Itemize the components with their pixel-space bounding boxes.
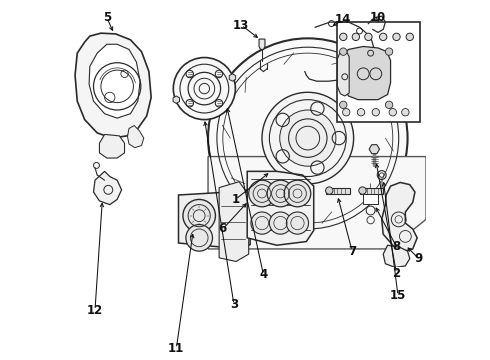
Bar (360, 188, 383, 194)
Text: 14: 14 (335, 13, 351, 26)
Circle shape (340, 33, 347, 41)
Circle shape (386, 101, 393, 108)
Polygon shape (259, 39, 265, 49)
Text: 13: 13 (233, 18, 249, 32)
Circle shape (340, 48, 347, 55)
Polygon shape (127, 126, 144, 148)
Circle shape (280, 110, 336, 166)
Polygon shape (99, 134, 124, 158)
Bar (338, 22, 420, 122)
Circle shape (270, 212, 292, 234)
Circle shape (343, 108, 350, 116)
Circle shape (173, 58, 235, 120)
Text: 9: 9 (415, 252, 423, 265)
Text: 12: 12 (87, 304, 103, 317)
Polygon shape (94, 171, 122, 204)
Text: 3: 3 (230, 298, 238, 311)
Circle shape (393, 33, 400, 41)
Bar (326, 188, 350, 194)
Text: 6: 6 (219, 222, 227, 235)
Circle shape (267, 180, 294, 207)
Circle shape (183, 199, 216, 232)
Polygon shape (219, 182, 249, 261)
Circle shape (389, 108, 396, 116)
Circle shape (359, 187, 366, 194)
Polygon shape (89, 44, 140, 118)
Circle shape (406, 33, 414, 41)
Circle shape (340, 101, 347, 108)
Circle shape (325, 187, 333, 194)
Polygon shape (342, 46, 391, 100)
Circle shape (262, 92, 354, 184)
Polygon shape (229, 74, 236, 81)
Polygon shape (383, 245, 410, 267)
Polygon shape (338, 51, 349, 96)
Text: 4: 4 (259, 268, 268, 281)
Polygon shape (369, 145, 379, 154)
Circle shape (386, 48, 393, 55)
Text: 11: 11 (168, 342, 184, 355)
Polygon shape (382, 183, 417, 251)
Text: 5: 5 (103, 11, 111, 24)
Text: 2: 2 (392, 267, 400, 280)
Circle shape (249, 180, 275, 207)
Circle shape (208, 38, 408, 238)
Circle shape (402, 108, 409, 116)
Text: 7: 7 (348, 245, 356, 258)
Circle shape (186, 225, 213, 251)
Text: 15: 15 (390, 289, 406, 302)
Circle shape (352, 33, 360, 41)
Polygon shape (75, 33, 151, 138)
Circle shape (365, 33, 372, 41)
Polygon shape (208, 157, 426, 249)
Polygon shape (173, 96, 179, 103)
Bar (363, 194, 378, 204)
Text: 1: 1 (231, 193, 240, 206)
Circle shape (379, 33, 387, 41)
Text: 10: 10 (370, 11, 386, 24)
Circle shape (286, 212, 309, 234)
Circle shape (251, 212, 273, 234)
Circle shape (284, 180, 311, 207)
Polygon shape (178, 189, 250, 249)
Circle shape (372, 108, 379, 116)
Polygon shape (247, 171, 314, 245)
Text: 8: 8 (392, 240, 401, 253)
Circle shape (357, 108, 365, 116)
